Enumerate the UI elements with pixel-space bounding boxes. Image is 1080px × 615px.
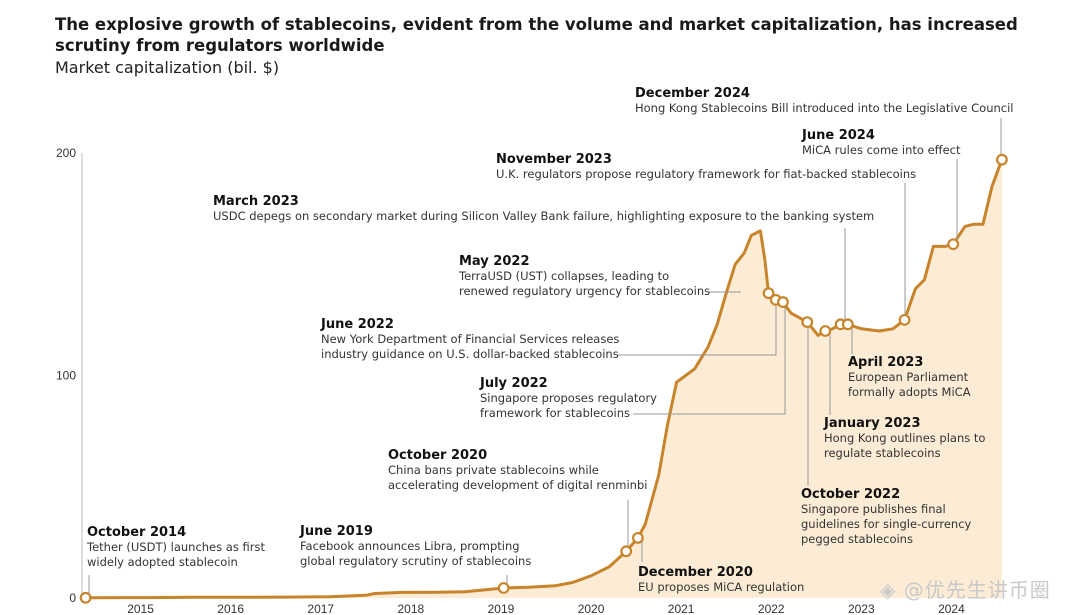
- annotation-date: April 2023: [848, 355, 923, 370]
- annotation-text: U.K. regulators propose regulatory frame…: [496, 167, 916, 181]
- annotation-text: New York Department of Financial Service…: [321, 332, 619, 346]
- annotation-text: EU proposes MiCA regulation: [638, 580, 804, 594]
- event-markers: [79, 153, 1008, 604]
- y-axis: 0 100 200: [56, 146, 76, 605]
- annotation-leader: [708, 291, 741, 294]
- annotation-date: October 2020: [388, 448, 487, 463]
- diamond-logo-icon: ◈: [880, 578, 897, 602]
- annotation-text: China bans private stablecoins while: [388, 463, 599, 477]
- event-marker: [995, 153, 1008, 166]
- y-tick-label: 0: [69, 591, 76, 605]
- watermark-text: @优先生讲币圈: [903, 578, 1051, 602]
- x-tick-label: 2021: [668, 602, 695, 615]
- annotation-text: Singapore publishes final: [801, 502, 946, 516]
- x-axis: 2015 2016 2017 2018 2019 2020 2021 2022 2023 2024: [127, 602, 965, 615]
- event-marker: [947, 238, 960, 251]
- annotation-text: widely adopted stablecoin: [87, 555, 238, 569]
- annotation-date: January 2023: [823, 416, 920, 431]
- event-marker: [777, 296, 789, 308]
- annotation-text: Tether (USDT) launches as first: [86, 540, 265, 554]
- annotation-date: June 2019: [299, 524, 373, 539]
- chart-subtitle: Market capitalization (bil. $): [55, 58, 280, 77]
- annotation-leader: [616, 299, 777, 356]
- annotation-text: pegged stablecoins: [801, 532, 913, 546]
- annotation-text: renewed regulatory urgency for stablecoi…: [459, 284, 710, 298]
- annotation-date: December 2024: [635, 86, 750, 101]
- event-marker: [762, 287, 775, 300]
- y-tick-label: 100: [56, 369, 76, 383]
- annotation-text: TerraUSD (UST) collapses, leading to: [458, 269, 669, 283]
- annotation-text: framework for stablecoins: [480, 406, 630, 420]
- watermark: ◈ @优先生讲币圈: [880, 574, 1051, 603]
- chart-title: The explosive growth of stablecoins, evi…: [55, 15, 1018, 55]
- y-tick-label: 200: [56, 146, 76, 160]
- annotation-date: October 2022: [801, 487, 900, 502]
- annotation-text: Facebook announces Libra, prompting: [300, 539, 520, 553]
- annotation-text: regulate stablecoins: [824, 446, 941, 460]
- x-tick-label: 2019: [488, 602, 515, 615]
- x-tick-label: 2022: [758, 602, 785, 615]
- annotation-date: May 2022: [459, 254, 530, 269]
- annotation-text: Hong Kong Stablecoins Bill introduced in…: [635, 101, 1013, 115]
- x-tick-label: 2024: [938, 602, 965, 615]
- annotation-text: Singapore proposes regulatory: [480, 391, 657, 405]
- event-marker: [841, 318, 854, 331]
- event-marker: [79, 591, 92, 604]
- annotation-text: USDC depegs on secondary market during S…: [213, 209, 874, 223]
- event-marker: [801, 316, 814, 329]
- annotation-date: June 2024: [801, 128, 875, 143]
- event-marker: [497, 582, 510, 594]
- event-marker: [631, 532, 644, 544]
- x-tick-label: 2020: [578, 602, 605, 615]
- annotation-text: industry guidance on U.S. dollar-backed …: [321, 347, 619, 361]
- annotation-text: European Parliament: [848, 370, 969, 384]
- annotation-leader: [633, 302, 786, 415]
- annotation-text: accelerating development of digital renm…: [388, 478, 647, 492]
- x-tick-label: 2023: [848, 602, 875, 615]
- annotation-date: November 2023: [496, 152, 612, 167]
- x-tick-label: 2017: [307, 602, 334, 615]
- annotation-date: June 2022: [320, 317, 394, 332]
- annotation-date: December 2020: [638, 565, 753, 580]
- annotation-text: guidelines for single-currency: [801, 517, 972, 531]
- annotation-date: March 2023: [213, 194, 299, 209]
- series-line: [85, 159, 1004, 600]
- x-tick-label: 2016: [217, 602, 244, 615]
- event-marker: [819, 325, 832, 337]
- x-tick-label: 2018: [398, 602, 425, 615]
- event-marker: [898, 313, 911, 326]
- annotation-date: July 2022: [479, 376, 548, 391]
- annotation-text: Hong Kong outlines plans to: [824, 431, 985, 445]
- event-marker: [620, 545, 633, 558]
- annotation-text: MiCA rules come into effect: [802, 143, 961, 157]
- x-tick-label: 2015: [127, 602, 154, 615]
- annotation-text: global regulatory scrutiny of stablecoin…: [300, 554, 531, 568]
- area-fill: [85, 159, 1002, 598]
- annotation-date: October 2014: [87, 525, 186, 540]
- annotation-text: formally adopts MiCA: [848, 385, 971, 399]
